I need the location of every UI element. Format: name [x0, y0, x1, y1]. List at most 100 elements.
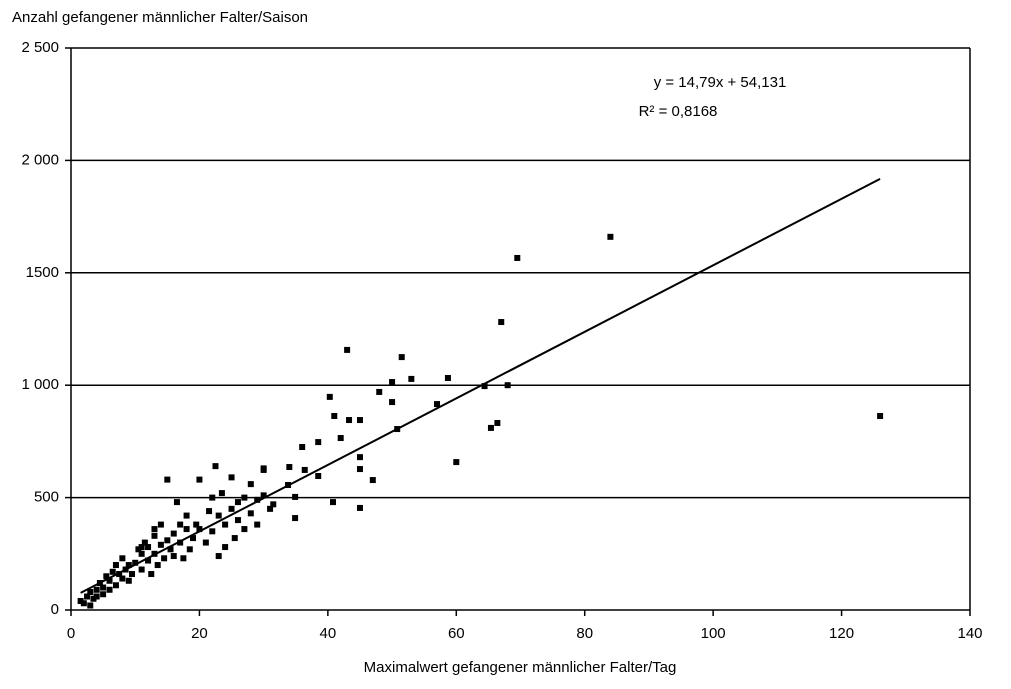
point [135, 546, 142, 553]
point [356, 454, 363, 461]
point [77, 598, 84, 605]
point [218, 490, 225, 497]
point [164, 476, 171, 483]
point [241, 526, 248, 533]
point [398, 354, 405, 361]
point [132, 559, 139, 566]
trendline [80, 177, 881, 594]
point [453, 459, 460, 466]
point [369, 477, 376, 484]
point [151, 526, 158, 533]
point [151, 532, 158, 539]
point [112, 562, 119, 569]
point [196, 526, 203, 533]
y-tick-label: 0 [51, 601, 59, 618]
point [170, 530, 177, 537]
point [103, 573, 110, 580]
point [241, 494, 248, 501]
point [177, 521, 184, 528]
point [254, 521, 261, 528]
point [202, 539, 209, 546]
y-tick-label: 2 500 [21, 39, 59, 56]
point [247, 481, 254, 488]
point [109, 568, 116, 575]
point [145, 557, 152, 564]
point [481, 383, 488, 390]
point [254, 496, 261, 503]
point [93, 593, 100, 600]
point [138, 566, 145, 573]
point [356, 466, 363, 473]
point [100, 584, 107, 591]
point [190, 535, 197, 542]
x-tick-label: 140 [957, 625, 982, 642]
point [231, 535, 238, 542]
point [389, 379, 396, 386]
point [215, 512, 222, 519]
point [514, 254, 521, 261]
x-axis-label: Maximalwert gefangener männlicher Falter… [364, 659, 677, 676]
point [329, 499, 336, 506]
point [344, 346, 351, 353]
point [376, 388, 383, 395]
point [193, 521, 200, 528]
point [119, 555, 126, 562]
point [183, 526, 190, 533]
point [129, 571, 136, 578]
point [206, 508, 213, 515]
x-tick-label: 0 [67, 625, 75, 642]
point [292, 515, 299, 522]
r-squared: R² = 0,8168 [639, 103, 718, 120]
point [301, 466, 308, 473]
point [87, 589, 94, 596]
point [157, 521, 164, 528]
point [196, 476, 203, 483]
point [180, 555, 187, 562]
point [234, 517, 241, 524]
point [234, 499, 241, 506]
point [148, 571, 155, 578]
point [212, 463, 219, 470]
x-tick-label: 40 [320, 625, 337, 642]
point [504, 382, 511, 389]
point [87, 602, 94, 609]
point [444, 375, 451, 382]
point [93, 586, 100, 593]
y-tick-label: 500 [34, 489, 59, 506]
point [106, 577, 113, 584]
point [145, 544, 152, 551]
x-tick-label: 80 [576, 625, 593, 642]
y-tick-label: 1500 [26, 264, 59, 281]
point [337, 435, 344, 442]
x-tick-label: 60 [448, 625, 465, 642]
point [157, 541, 164, 548]
x-tick-label: 20 [191, 625, 208, 642]
point [215, 553, 222, 560]
point [173, 499, 180, 506]
point [161, 555, 168, 562]
point [186, 546, 193, 553]
point [90, 595, 97, 602]
point [228, 474, 235, 481]
point [315, 473, 322, 480]
point [487, 424, 494, 431]
point [346, 417, 353, 424]
point [286, 464, 293, 471]
point [119, 575, 126, 582]
point [80, 600, 87, 607]
point [315, 439, 322, 446]
point [408, 375, 415, 382]
point [209, 528, 216, 535]
point [228, 505, 235, 512]
point [270, 501, 277, 508]
point [84, 593, 91, 600]
point [247, 510, 254, 517]
point [141, 539, 148, 546]
point [209, 494, 216, 501]
point [607, 233, 614, 240]
point [222, 521, 229, 528]
point [331, 412, 338, 419]
point [877, 412, 884, 419]
point [356, 504, 363, 511]
